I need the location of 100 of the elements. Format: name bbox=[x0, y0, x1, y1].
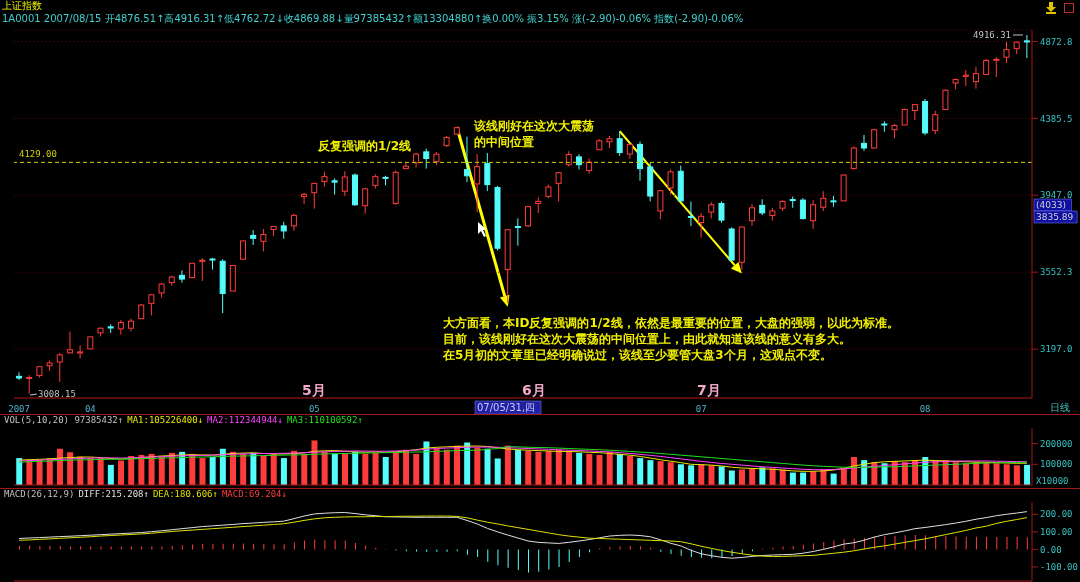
bar bbox=[606, 451, 613, 485]
text: DIFF:215.208↑ bbox=[78, 489, 149, 499]
bar bbox=[260, 455, 267, 485]
candlestick bbox=[932, 110, 939, 135]
bar bbox=[107, 464, 114, 485]
candlestick bbox=[911, 103, 918, 121]
bar bbox=[352, 451, 359, 485]
x-tick-label: 04 bbox=[84, 404, 96, 415]
chart-title: VOL(5,10,20) 97385432↑ bbox=[4, 415, 124, 425]
bar bbox=[535, 451, 542, 485]
bar bbox=[565, 450, 572, 485]
x-tick-label: 07 bbox=[695, 404, 707, 415]
bar bbox=[718, 466, 725, 485]
bar bbox=[993, 463, 1000, 485]
candlestick bbox=[240, 240, 247, 261]
text: 日线 bbox=[1050, 402, 1070, 413]
bar bbox=[321, 451, 328, 485]
bar bbox=[555, 449, 562, 485]
candlestick bbox=[199, 257, 206, 282]
annotation: 5月 bbox=[302, 382, 326, 398]
candlestick bbox=[484, 152, 491, 192]
bar bbox=[637, 458, 644, 485]
bar bbox=[342, 453, 348, 485]
annotation: 6月 bbox=[522, 382, 546, 398]
bar bbox=[657, 461, 664, 485]
bar bbox=[545, 450, 552, 485]
bar bbox=[392, 451, 399, 485]
candlestick bbox=[698, 212, 705, 239]
bar bbox=[586, 453, 593, 485]
bar bbox=[952, 462, 959, 485]
candlestick bbox=[301, 192, 308, 205]
bar bbox=[250, 452, 257, 485]
candlestick bbox=[178, 269, 185, 284]
candlestick bbox=[16, 371, 23, 381]
bar bbox=[219, 448, 226, 485]
text: 07/05/31,四 bbox=[477, 402, 536, 413]
x-tick-label: 05 bbox=[308, 404, 320, 415]
bar bbox=[372, 452, 379, 485]
bar bbox=[138, 454, 145, 485]
bar bbox=[433, 448, 440, 485]
candlestick bbox=[942, 88, 949, 111]
y-tick-label: 0.00 bbox=[1040, 544, 1062, 555]
text: MA3:110100592↑ bbox=[286, 415, 363, 425]
y-tick-label: -100.00 bbox=[1040, 562, 1078, 573]
bar bbox=[525, 450, 532, 485]
text: (4033) bbox=[1036, 200, 1066, 210]
y-tick-label: 3947.0 bbox=[1040, 190, 1073, 201]
candlestick bbox=[463, 136, 470, 183]
text: MA1:105226400↓ bbox=[127, 415, 204, 425]
candlestick bbox=[423, 148, 430, 170]
annotation: 在5月初的文章里已经明确说过，该线至少要管大盘3个月，这观点不变。 bbox=[442, 348, 832, 362]
y-tick-label: 4872.8 bbox=[1040, 36, 1073, 47]
bar bbox=[311, 440, 318, 485]
bar bbox=[688, 465, 695, 485]
annotation: 大方面看，本ID反复强调的1/2线，依然是最重要的位置，大盘的强弱，以此为标准。 bbox=[443, 316, 899, 330]
x-tick-label: 2007 bbox=[8, 404, 30, 415]
y-tick-label: 100000 bbox=[1040, 459, 1073, 470]
bar bbox=[515, 449, 522, 485]
candlestick bbox=[555, 171, 562, 202]
annotation: 3008.15 bbox=[38, 389, 76, 399]
candlestick bbox=[514, 217, 521, 247]
candlestick bbox=[749, 203, 756, 227]
y-tick-label: 100.00 bbox=[1040, 527, 1073, 538]
annotation: 反复强调的1/2线 bbox=[317, 139, 412, 153]
candlestick bbox=[311, 182, 318, 210]
candlestick bbox=[474, 153, 481, 213]
bar bbox=[627, 455, 634, 485]
bar bbox=[199, 458, 206, 485]
chart-title: MACD(26,12,9) bbox=[4, 489, 75, 499]
candlestick bbox=[26, 374, 33, 395]
candlestick bbox=[362, 187, 369, 215]
bar bbox=[728, 470, 735, 485]
bar bbox=[474, 447, 481, 485]
bar bbox=[677, 464, 684, 485]
bar bbox=[576, 452, 583, 485]
bar bbox=[362, 453, 369, 485]
x-tick-label: 08 bbox=[919, 404, 931, 415]
text: DEA:180.606↑ bbox=[152, 489, 218, 499]
bar bbox=[769, 468, 776, 485]
bar bbox=[484, 448, 491, 485]
bar bbox=[1024, 464, 1031, 485]
bar bbox=[97, 458, 104, 485]
candlestick bbox=[810, 199, 817, 230]
candlestick bbox=[657, 189, 664, 220]
candlestick bbox=[616, 130, 623, 157]
bar bbox=[403, 449, 410, 485]
annotation: 4916.31 bbox=[973, 30, 1011, 40]
text: MA2:112344944↓ bbox=[207, 415, 283, 425]
candlestick bbox=[820, 190, 827, 212]
candlestick bbox=[860, 134, 867, 152]
bar bbox=[494, 458, 501, 485]
bar bbox=[270, 453, 277, 485]
candlestick bbox=[586, 157, 593, 175]
bar bbox=[596, 454, 603, 485]
text: 3835.89 bbox=[1036, 212, 1074, 222]
candlestick bbox=[972, 66, 979, 90]
candlestick bbox=[667, 168, 674, 195]
bar bbox=[280, 458, 287, 485]
candlestick bbox=[687, 200, 694, 227]
candlestick bbox=[148, 293, 155, 316]
